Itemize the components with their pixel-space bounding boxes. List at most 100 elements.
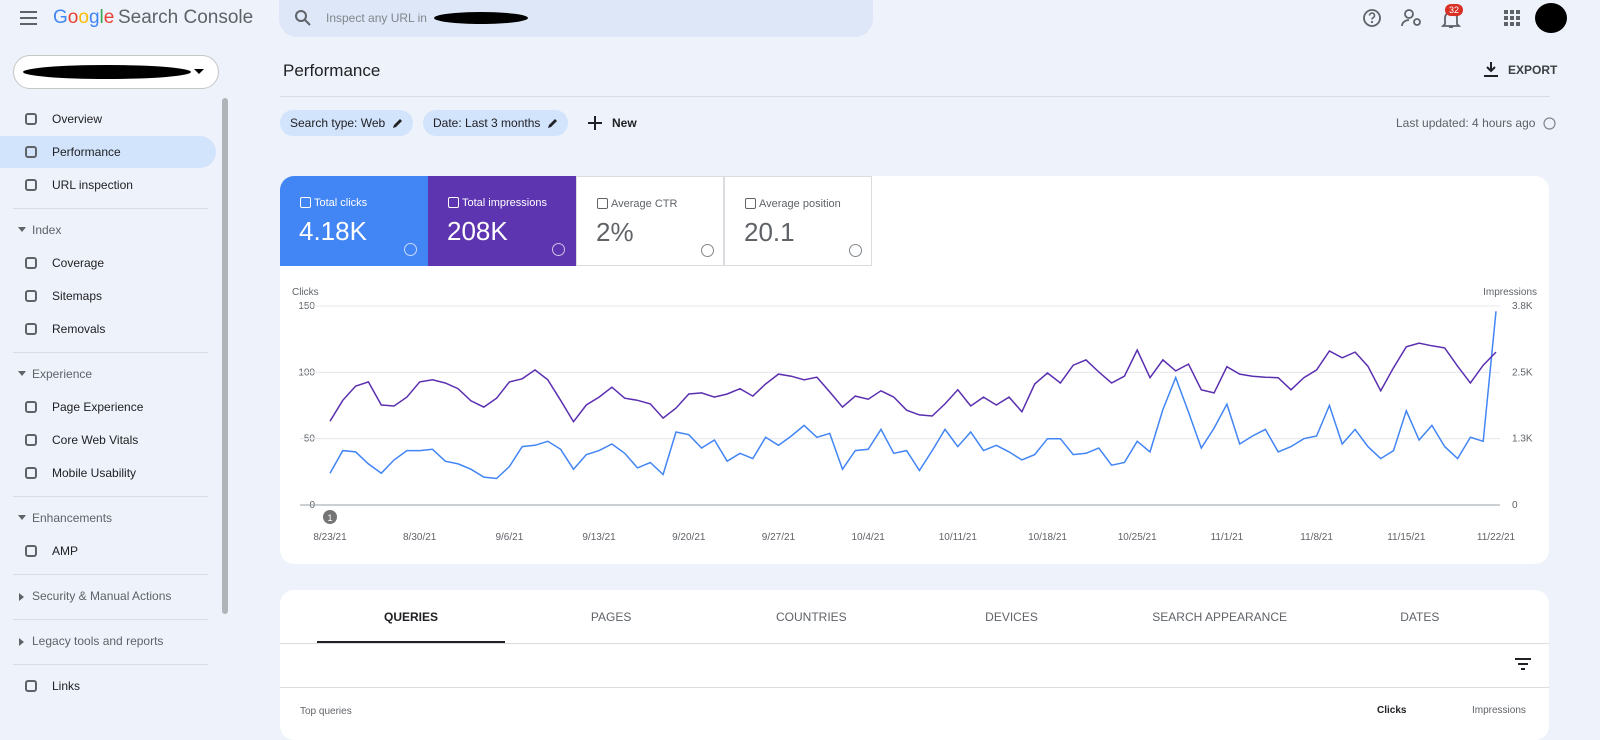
metric-card[interactable]: Average position 20.1	[724, 176, 872, 266]
nav-section[interactable]: Security & Manual Actions	[32, 589, 172, 603]
metric-value: 2%	[596, 217, 634, 247]
top-bar: Google Search Console Inspect any URL in…	[0, 0, 1600, 38]
x-tick-label: 8/23/21	[313, 532, 347, 543]
notification-badge: 32	[1445, 4, 1464, 16]
column-header[interactable]: Clicks	[1377, 705, 1407, 716]
caret-icon	[19, 638, 24, 646]
nav-item[interactable]: Removals	[52, 322, 106, 336]
metric-card[interactable]: Total impressions 208K	[428, 176, 576, 266]
metric-value: 20.1	[744, 217, 795, 247]
nav-icon	[25, 680, 37, 692]
checkbox[interactable]	[448, 197, 459, 208]
tab[interactable]: DATES	[1400, 610, 1440, 624]
x-tick-label: 10/18/21	[1028, 532, 1067, 543]
plus-icon[interactable]	[588, 116, 602, 130]
nav-item[interactable]: Performance	[52, 145, 121, 159]
nav-icon	[25, 113, 37, 125]
y-axis-label: Clicks	[292, 287, 319, 298]
redaction	[434, 12, 528, 24]
metric-label: Average CTR	[611, 198, 678, 210]
metric-label: Average position	[759, 198, 841, 210]
annotation-marker	[323, 510, 337, 524]
y-tick-label: 1.3K	[1512, 434, 1533, 445]
nav-icon	[25, 179, 37, 191]
checkbox[interactable]	[300, 197, 311, 208]
divider	[280, 687, 1549, 688]
avatar[interactable]	[1534, 2, 1568, 34]
logo-letter: o	[78, 7, 89, 28]
nav-item[interactable]: URL inspection	[52, 178, 133, 192]
help-icon[interactable]	[849, 244, 862, 257]
property-selector[interactable]	[13, 55, 219, 89]
nav-item[interactable]: Sitemaps	[52, 289, 103, 303]
x-tick-label: 9/20/21	[672, 532, 706, 543]
export-button[interactable]: EXPORT	[1508, 63, 1558, 77]
search-placeholder: Inspect any URL in	[326, 11, 427, 25]
metric-card[interactable]: Average CTR 2%	[576, 176, 724, 266]
nav-item[interactable]: Page Experience	[52, 400, 144, 414]
help-icon[interactable]	[404, 243, 417, 256]
x-tick-label: 9/27/21	[762, 532, 796, 543]
tab[interactable]: PAGES	[590, 610, 632, 624]
search-icon	[295, 10, 311, 26]
divider	[280, 96, 1550, 97]
nav-icon	[25, 401, 37, 413]
nav-item[interactable]: Overview	[52, 112, 103, 126]
nav-item[interactable]: Coverage	[52, 256, 105, 270]
caret-icon	[19, 593, 24, 601]
x-tick-label: 10/4/21	[851, 532, 885, 543]
nav-section[interactable]: Index	[32, 223, 62, 237]
logo-letter: G	[53, 7, 68, 28]
nav-icon	[25, 434, 37, 446]
new-filter[interactable]: New	[612, 116, 637, 130]
filter-chip[interactable]: Search type: Web	[280, 110, 414, 136]
search-box[interactable]: Inspect any URL in	[279, 0, 873, 37]
divider	[13, 352, 208, 353]
nav-section[interactable]: Enhancements	[32, 511, 113, 525]
export-icon[interactable]	[1484, 62, 1498, 78]
filter-chip[interactable]: Date: Last 3 months	[423, 110, 569, 136]
tab[interactable]: SEARCH APPEARANCE	[1152, 610, 1288, 624]
y-tick-label: 0	[1512, 500, 1518, 511]
help-icon[interactable]	[552, 243, 565, 256]
help-icon[interactable]	[1543, 117, 1556, 130]
tab[interactable]: DEVICES	[985, 610, 1038, 624]
metric-label: Total clicks	[314, 197, 368, 209]
last-updated: Last updated: 4 hours ago	[1396, 116, 1536, 130]
help-icon[interactable]	[1362, 8, 1382, 28]
divider	[13, 664, 208, 665]
nav-section[interactable]: Experience	[32, 367, 93, 381]
nav-item[interactable]: Links	[52, 679, 81, 693]
x-tick-label: 9/13/21	[582, 532, 616, 543]
logo[interactable]: Google	[53, 7, 114, 29]
divider	[13, 208, 208, 209]
nav-item[interactable]: AMP	[52, 544, 79, 558]
data-line	[329, 342, 1497, 424]
tab[interactable]: QUERIES	[383, 610, 438, 624]
menu-icon[interactable]	[20, 10, 38, 26]
checkbox[interactable]	[745, 198, 756, 209]
caret-icon	[18, 371, 26, 376]
nav-section[interactable]: Legacy tools and reports	[32, 634, 164, 648]
x-tick-label: 10/11/21	[939, 532, 978, 543]
x-tick-label: 11/8/21	[1300, 532, 1333, 543]
filter-icon[interactable]	[1515, 658, 1531, 670]
settings-icon[interactable]	[1401, 8, 1423, 28]
scrollbar	[222, 98, 228, 614]
metric-value: 208K	[447, 216, 508, 246]
tab[interactable]: COUNTRIES	[775, 610, 847, 624]
sidebar: Overview Performance URL inspection Index Co…	[0, 0, 228, 727]
help-icon[interactable]	[701, 244, 714, 257]
nav-item[interactable]: Core Web Vitals	[52, 433, 139, 447]
edit-icon	[393, 119, 403, 128]
nav-item[interactable]: Mobile Usability	[52, 466, 137, 480]
column-header[interactable]: Impressions	[1472, 705, 1526, 716]
apps-icon[interactable]	[1504, 10, 1520, 26]
metric-card[interactable]: Total clicks 4.18K	[280, 176, 428, 266]
checkbox[interactable]	[597, 198, 608, 209]
divider	[280, 643, 1549, 644]
x-tick-label: 11/22/21	[1477, 532, 1516, 543]
annotation-label: 1	[327, 513, 332, 523]
table-card: Top queries Clicks Impressions	[280, 590, 1549, 740]
